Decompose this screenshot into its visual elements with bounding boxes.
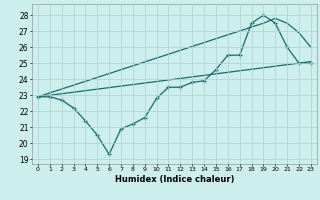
X-axis label: Humidex (Indice chaleur): Humidex (Indice chaleur) <box>115 175 234 184</box>
